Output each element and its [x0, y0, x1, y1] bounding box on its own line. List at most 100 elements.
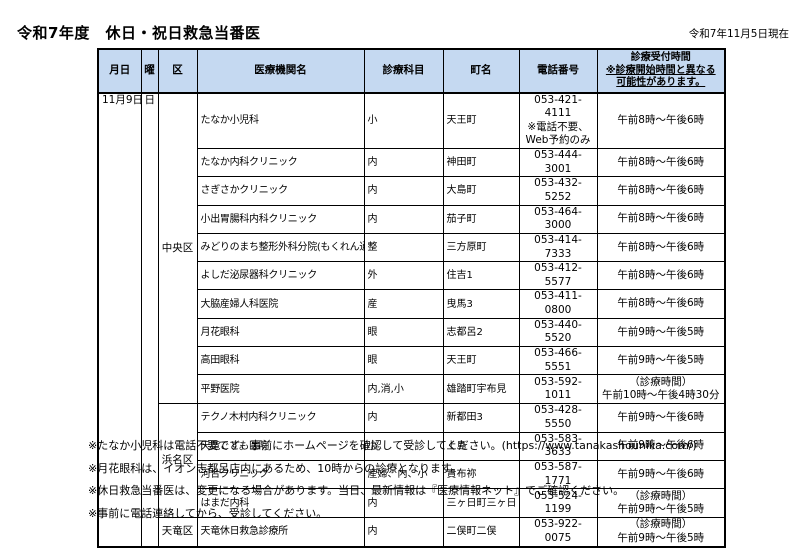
cell-hours: 午前8時～午後6時	[596, 204, 726, 234]
cell-hours: 午前8時～午後6時	[596, 176, 726, 206]
table-row: 高田眼科 眼 天王町 053-466-5551 午前9時～午後5時	[98, 346, 726, 376]
cell-phone: 053-421-4111 ※電話不要、 Web予約のみ	[518, 91, 598, 150]
cell-department: 内	[363, 403, 444, 433]
cell-department: 外	[363, 261, 444, 291]
cell-institution: たなか内科クリニック	[196, 148, 365, 178]
cell-town: 大島町	[442, 176, 520, 206]
cell-town: 雄踏町宇布見	[442, 374, 520, 405]
cell-phone: 053-432-5252	[518, 176, 598, 206]
footnote: ※月花眼科は、イオン志都呂店内にあるため、10時からの診療となります。	[88, 461, 462, 475]
cell-institution: 大脇産婦人科医院	[196, 289, 365, 319]
cell-town: 茄子町	[442, 204, 520, 234]
cell-town: 神田町	[442, 148, 520, 178]
cell-department: 小	[363, 91, 444, 150]
cell-phone: 053-414-7333	[518, 232, 598, 263]
table-row: さぎさかクリニック 内 大島町 053-432-5252 午前8時～午後6時	[98, 176, 726, 206]
cell-hours: （診療時間） 午前9時～午後5時	[596, 517, 726, 548]
header-hours-line1: 診療受付時間	[630, 52, 691, 63]
as-of-date: 令和7年11月5日現在	[688, 28, 789, 40]
footnote: ※事前に電話連絡してから、受診してください。	[88, 506, 328, 520]
cell-department: 産	[363, 289, 444, 319]
cell-hours: 午前8時～午後6時	[596, 289, 726, 319]
cell-institution: たなか小児科	[196, 91, 365, 150]
cell-phone: 053-592-1011	[518, 374, 598, 405]
cell-town: 住吉1	[442, 261, 520, 291]
footnote: ※たなか小児科は電話不要です。事前にホームページを確認して受診してください。(h…	[88, 439, 697, 452]
header-date: 月日	[97, 48, 142, 94]
header-hours-line3: 可能性があります。	[616, 77, 706, 88]
cell-hours: 午前9時～午後6時	[596, 431, 726, 461]
header-hours: 診療受付時間 ※診療開始時間と異なる 可能性があります。	[596, 48, 726, 94]
cell-hours: 午前9時～午後5時	[596, 317, 726, 348]
footnotes: ※たなか小児科は電話不要です。事前にホームページを確認して受診してください。(h…	[88, 440, 788, 530]
cell-phone: 053-466-5551	[518, 346, 598, 376]
cell-department: 内	[363, 148, 444, 178]
cell-date: 11月9日	[97, 91, 142, 548]
cell-hours: 午前9時～午後5時	[596, 346, 726, 376]
table-row: たなか内科クリニック 内 神田町 053-444-3001 午前8時～午後6時	[98, 148, 726, 178]
cell-phone: 053-464-3000	[518, 204, 598, 234]
cell-district-chuo: 中央区	[157, 91, 198, 405]
cell-institution: はまだ内科	[196, 488, 365, 519]
cell-town: 天王町	[442, 346, 520, 376]
cell-phone: 053-411-0800	[518, 289, 598, 319]
cell-institution: テクノ木村内科クリニック	[196, 403, 365, 433]
cell-department: 内	[363, 176, 444, 206]
cell-hours: （診療時間） 午前9時～午後5時	[596, 488, 726, 519]
cell-institution: 天竜こども医院	[196, 431, 365, 461]
cell-town: 志都呂2	[442, 317, 520, 348]
cell-department: 眼	[363, 317, 444, 348]
header-town: 町名	[442, 48, 520, 94]
cell-hours: 午前8時～午後6時	[596, 91, 726, 150]
cell-institution: 平野医院	[196, 374, 365, 405]
cell-town: 天王町	[442, 91, 520, 150]
cell-institution: さぎさかクリニック	[196, 176, 365, 206]
cell-phone: 053-412-5577	[518, 261, 598, 291]
cell-hours: 午前9時～午後6時	[596, 403, 726, 433]
duty-doctor-table: 月日 曜 区 医療機関名 診療科目 町名 電話番号 診療受付時間 ※診療開始時間…	[97, 48, 726, 548]
cell-town: 三ヶ日町三ヶ日	[442, 488, 520, 519]
cell-town: 三方原町	[442, 232, 520, 263]
footnote: ※休日救急当番医は、変更になる場合があります。当日、最新情報は『医療情報ネット』…	[88, 484, 625, 497]
cell-phone: 053-587-1771	[518, 459, 598, 490]
cell-institution: 河合クリニック	[196, 459, 365, 490]
header-phone: 電話番号	[518, 48, 598, 94]
cell-institution: よしだ泌尿器科クリニック	[196, 261, 365, 291]
cell-department: 眼	[363, 346, 444, 376]
cell-district-hamana: 浜名区	[157, 403, 198, 519]
header-institution: 医療機関名	[196, 48, 365, 94]
header-hours-line2: ※診療開始時間と異なる	[605, 64, 716, 76]
cell-department: 小	[363, 431, 444, 461]
cell-town: 二俣町二俣	[442, 517, 520, 548]
cell-institution: 小出胃腸科内科クリニック	[196, 204, 365, 234]
cell-department: 整	[363, 232, 444, 263]
table-row: はまだ内科 内 三ヶ日町三ヶ日 053-524-1199 （診療時間） 午前9時…	[98, 488, 726, 519]
cell-phone: 053-444-3001	[518, 148, 598, 178]
cell-department: 内,消,小	[363, 374, 444, 405]
cell-institution: 高田眼科	[196, 346, 365, 376]
table-row: 天竜こども医院 小 上島 053-583-3633 午前9時～午後6時	[98, 431, 726, 461]
table-row: 11月9日 日 中央区 たなか小児科 小 天王町 053-421-4111 ※電…	[97, 91, 726, 548]
cell-hours: 午前8時～午後6時	[596, 232, 726, 263]
cell-town: 新都田3	[442, 403, 520, 433]
header-row: 月日 曜 区 医療機関名 診療科目 町名 電話番号 診療受付時間 ※診療開始時間…	[97, 48, 726, 94]
cell-institution: 月花眼科	[196, 317, 365, 348]
header-day: 曜	[140, 48, 159, 94]
cell-hours: 午前9時～午後6時	[596, 459, 726, 490]
table-row: 天竜区 天竜休日救急診療所 内 二俣町二俣 053-922-0075 （診療時間…	[98, 517, 726, 548]
header-district: 区	[157, 48, 198, 94]
cell-phone: 053-428-5550	[518, 403, 598, 433]
cell-department: 内	[363, 204, 444, 234]
table-row: 河合クリニック 産婦、内、小 貴布祢 053-587-1771 午前9時～午後6…	[98, 459, 726, 490]
cell-hours: （診療時間） 午前10時～午後4時30分	[596, 374, 726, 405]
table-row: よしだ泌尿器科クリニック 外 住吉1 053-412-5577 午前8時～午後6…	[98, 261, 726, 291]
table-row: 小出胃腸科内科クリニック 内 茄子町 053-464-3000 午前8時～午後6…	[98, 204, 726, 234]
cell-hours: 午前8時～午後6時	[596, 148, 726, 178]
table-row: 大脇産婦人科医院 産 曳馬3 053-411-0800 午前8時～午後6時	[98, 289, 726, 319]
header-department: 診療科目	[363, 48, 444, 94]
cell-phone: 053-440-5520	[518, 317, 598, 348]
cell-phone: 053-922-0075	[518, 517, 598, 548]
cell-institution: みどりのまち整形外科分院(もくれん通り)	[196, 232, 365, 263]
table-row: 浜名区 テクノ木村内科クリニック 内 新都田3 053-428-5550 午前9…	[98, 403, 726, 519]
